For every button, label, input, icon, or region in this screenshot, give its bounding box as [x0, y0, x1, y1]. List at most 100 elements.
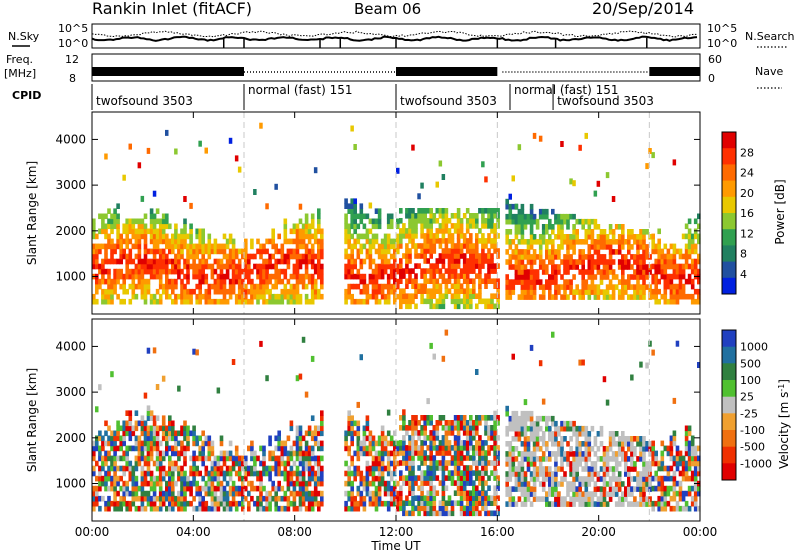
heatmap-cell: [423, 233, 427, 239]
heatmap-cell: [514, 420, 519, 427]
heatmap-cell: [648, 471, 652, 477]
colorbar-tick-label: 1000: [740, 341, 768, 354]
heatmap-cell: [186, 273, 190, 280]
heatmap-cell: [171, 248, 175, 255]
heatmap-cell: [320, 273, 324, 280]
heatmap-cell: [450, 243, 455, 249]
colorbar-swatch: [722, 430, 736, 448]
heatmap-cell: [137, 162, 142, 169]
heatmap-cell: [122, 253, 126, 260]
heatmap-cell: [587, 476, 592, 482]
heatmap-cell: [146, 465, 151, 472]
heatmap-cell: [472, 213, 476, 219]
heatmap-cell: [523, 491, 528, 497]
heatmap-cell: [189, 228, 193, 235]
heatmap-cell: [432, 283, 437, 289]
heatmap-cell: [630, 294, 634, 300]
heatmap-cell: [152, 430, 157, 437]
heatmap-cell: [313, 167, 318, 174]
heatmap-cell: [201, 233, 205, 240]
heatmap-cell: [271, 495, 275, 502]
heatmap-cell: [274, 435, 278, 442]
heatmap-cell: [298, 373, 303, 380]
heatmap-cell: [605, 259, 610, 265]
heatmap-cell: [356, 500, 361, 507]
heatmap-cell: [444, 218, 449, 224]
heatmap-cell: [484, 510, 488, 517]
heatmap-cell: [636, 234, 640, 240]
heatmap-cell: [371, 233, 376, 240]
heatmap-cell: [295, 435, 300, 442]
heatmap-cell: [672, 248, 677, 255]
heatmap-cell: [140, 475, 145, 482]
heatmap-cell: [462, 475, 467, 481]
heatmap-cell: [204, 465, 209, 472]
heatmap-cell: [572, 224, 576, 230]
heatmap-cell: [119, 440, 123, 447]
heatmap-cell: [678, 293, 683, 300]
heatmap-cell: [490, 510, 494, 517]
heatmap-cell: [107, 278, 111, 285]
heatmap-cell: [572, 431, 576, 437]
heatmap-cell: [481, 490, 485, 496]
heatmap-cell: [174, 298, 178, 305]
heatmap-cell: [441, 485, 446, 491]
heatmap-cell: [633, 496, 637, 502]
heatmap-cell: [365, 450, 370, 457]
heatmap-cell: [490, 470, 494, 476]
heatmap-cell: [207, 298, 212, 305]
heatmap-cell: [317, 475, 321, 482]
heatmap-cell: [244, 485, 248, 492]
heatmap-cell: [459, 485, 464, 491]
heatmap-cell: [672, 490, 677, 497]
heatmap-cell: [627, 264, 631, 270]
heatmap-cell: [630, 441, 634, 447]
heatmap-cell: [472, 500, 476, 506]
heatmap-cell: [599, 466, 604, 472]
heatmap-cell: [268, 273, 272, 280]
heatmap-cell: [514, 279, 519, 285]
heatmap-cell: [207, 293, 212, 300]
heatmap-cell: [165, 288, 169, 295]
heatmap-cell: [119, 233, 123, 240]
heatmap-cell: [642, 466, 646, 472]
heatmap-cell: [599, 229, 604, 235]
heatmap-cell: [259, 490, 263, 497]
heatmap-cell: [587, 456, 592, 462]
heatmap-cell: [350, 125, 354, 132]
heatmap-cell: [183, 435, 187, 442]
heatmap-cell: [538, 456, 543, 462]
heatmap-cell: [368, 445, 373, 452]
heatmap-cell: [313, 430, 318, 437]
heatmap-cell: [411, 430, 415, 436]
heatmap-cell: [614, 441, 619, 447]
heatmap-cell: [347, 505, 351, 512]
heatmap-cell: [155, 298, 160, 305]
heatmap-cell: [654, 485, 658, 492]
heatmap-cell: [189, 253, 193, 260]
heatmap-cell: [450, 223, 455, 229]
heatmap-cell: [423, 430, 427, 436]
heatmap-cell: [627, 284, 631, 290]
heatmap-cell: [514, 425, 519, 432]
heatmap-cell: [487, 278, 491, 284]
heatmap-cell: [563, 294, 567, 300]
heatmap-cell: [621, 254, 625, 260]
heatmap-cell: [405, 243, 409, 249]
heatmap-cell: [523, 456, 528, 462]
heatmap-cell: [161, 258, 166, 265]
heatmap-cell: [101, 460, 105, 467]
heatmap-cell: [450, 420, 455, 426]
colorbar-swatch: [722, 213, 736, 230]
heatmap-cell: [478, 490, 482, 496]
heatmap-cell: [359, 480, 364, 487]
heatmap-cell: [420, 425, 424, 431]
heatmap-cell: [317, 455, 321, 462]
heatmap-cell: [234, 253, 239, 260]
heatmap-cell: [389, 490, 394, 497]
heatmap-cell: [183, 258, 187, 265]
heatmap-cell: [362, 283, 367, 290]
heatmap-cell: [575, 486, 579, 492]
heatmap-cell: [462, 490, 467, 496]
